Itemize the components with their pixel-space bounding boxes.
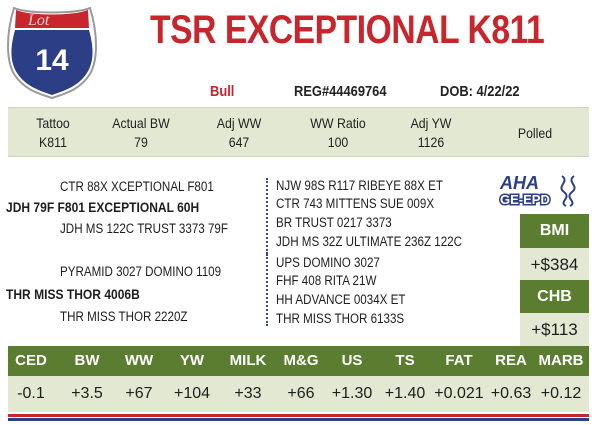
pedigree-dam-dam: THR MISS THOR 2220Z (60, 309, 188, 324)
pedigree-ancestor: THR MISS THOR 6133S (276, 311, 405, 326)
date-of-birth: DOB: 4/22/22 (440, 83, 520, 100)
stat-value: 100 (327, 134, 349, 150)
animal-name: TSR EXCEPTIONAL K811 (150, 8, 545, 52)
divider-blue (8, 418, 589, 421)
stat-ww-ratio: WW Ratio 100 (298, 114, 378, 152)
pedigree-ancestor: FHF 408 RITA 21W (276, 273, 377, 288)
stat-polled: Polled (504, 124, 566, 143)
epd-header-ts: TS (395, 352, 415, 369)
chb-label: CHB (520, 280, 589, 314)
aha-logo-text: AHA (499, 173, 539, 193)
stat-label: WW Ratio (310, 115, 366, 131)
lot-badge: Lot 14 (6, 4, 98, 100)
pedigree-connector (266, 178, 268, 254)
epd-header-us: US (341, 352, 363, 369)
epd-header-rea: REA (495, 352, 527, 369)
aha-ge-epd-logo: AHA GE-EPD (496, 172, 586, 209)
stat-label: Adj WW (216, 115, 262, 131)
epd-header-ced: CED (15, 352, 47, 369)
dna-helix-icon (568, 175, 576, 207)
pedigree-ancestor: JDH MS 32Z ULTIMATE 236Z 122C (276, 234, 463, 249)
pedigree-ancestor: HH ADVANCE 0034X ET (276, 292, 406, 307)
stat-value: K811 (39, 134, 67, 150)
stat-adj-yw: Adj YW 1126 (398, 114, 464, 152)
pedigree-sire-dam: JDH MS 122C TRUST 3373 79F (60, 221, 228, 236)
stat-tattoo: Tattoo K811 (22, 114, 84, 152)
epd-header-mg: M&G (283, 352, 319, 369)
stat-actual-bw: Actual BW 79 (100, 114, 182, 152)
epd-value-fat: +0.021 (434, 385, 484, 402)
pedigree-ancestor: UPS DOMINO 3027 (276, 255, 380, 270)
bmi-value: +$384 (520, 248, 589, 282)
epd-values-row: -0.1 +3.5 +67 +104 +33 +66 +1.30 +1.40 +… (8, 376, 589, 412)
pedigree-ancestor: CTR 743 MITTENS SUE 009X (276, 196, 435, 211)
epd-value-us: +1.30 (331, 385, 373, 402)
registration-number: REG#44469764 (294, 83, 387, 100)
epd-header-fat: FAT (445, 352, 473, 369)
stat-label: Polled (517, 125, 553, 141)
pedigree-dam-sire: PYRAMID 3027 DOMINO 1109 (60, 264, 222, 279)
sex-label: Bull (210, 83, 235, 100)
pedigree-ancestor: BR TRUST 0217 3373 (276, 215, 392, 230)
epd-header-row: CED BW WW YW MILK M&G US TS FAT REA MARB (8, 346, 589, 376)
epd-header-milk: MILK (229, 352, 267, 369)
lot-badge-text: Lot (27, 12, 50, 29)
dna-helix-icon (560, 175, 568, 207)
pedigree-ancestor: NJW 98S R117 RIBEYE 88X ET (276, 178, 443, 193)
pedigree-sire: JDH 79F F801 EXCEPTIONAL 60H (6, 199, 200, 215)
stat-value: 647 (228, 134, 250, 150)
epd-value-rea: +0.63 (490, 385, 532, 402)
performance-stats-panel: Tattoo K811 Actual BW 79 Adj WW 647 WW R… (8, 107, 589, 157)
chb-value: +$113 (520, 313, 589, 347)
ge-epd-logo-text: GE-EPD (500, 192, 550, 207)
epd-header-ww: WW (124, 352, 154, 369)
pedigree-dam: THR MISS THOR 4006B (6, 286, 140, 302)
epd-value-ced: -0.1 (17, 385, 45, 402)
epd-value-ww: +67 (125, 385, 153, 402)
stat-label: Adj YW (410, 115, 452, 131)
epd-header-bw: BW (74, 352, 100, 369)
stat-label: Actual BW (112, 115, 170, 131)
epd-header-marb: MARB (538, 352, 584, 369)
epd-value-marb: +0.12 (540, 385, 582, 402)
stat-label: Tattoo (36, 115, 70, 131)
lot-number: 14 (35, 44, 69, 77)
epd-header-yw: YW (179, 352, 205, 369)
stat-value: 79 (134, 134, 148, 150)
interstate-shield-icon: Lot (7, 6, 97, 100)
stat-adj-ww: Adj WW 647 (204, 114, 274, 152)
pedigree-sire-sire: CTR 88X XCEPTIONAL F801 (60, 179, 214, 194)
epd-value-milk: +33 (234, 385, 262, 402)
epd-value-bw: +3.5 (71, 385, 103, 402)
epd-value-yw: +104 (173, 385, 211, 402)
divider-red (8, 414, 589, 417)
bmi-label: BMI (520, 214, 589, 248)
epd-value-ts: +1.40 (384, 385, 426, 402)
pedigree-connector (266, 254, 268, 326)
stat-value: 1126 (417, 134, 445, 150)
epd-value-mg: +66 (287, 385, 315, 402)
